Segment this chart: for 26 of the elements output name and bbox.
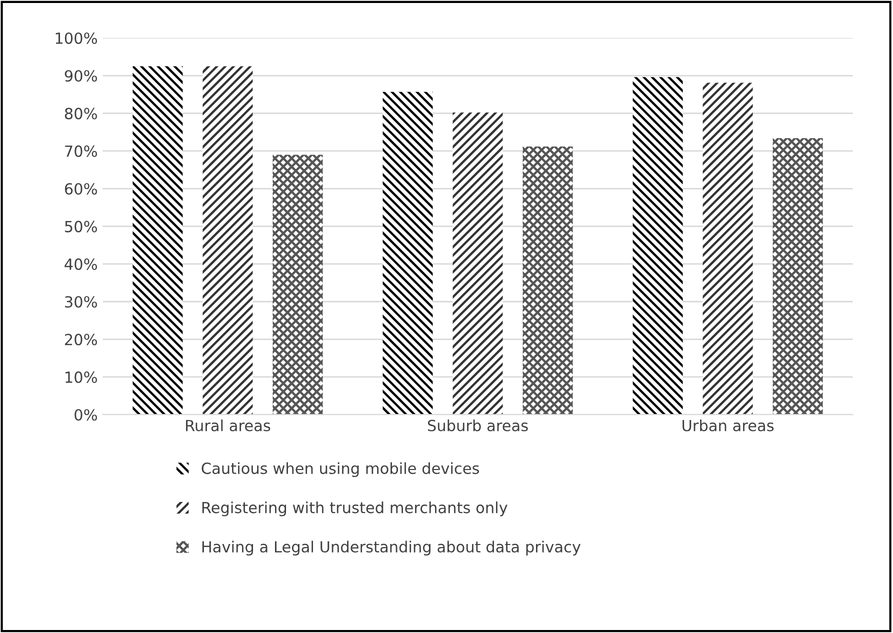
- y-tick-label: 40%: [64, 258, 97, 270]
- y-tick-label: 60%: [64, 183, 97, 195]
- y-tick-label: 10%: [66, 371, 97, 383]
- x-tick-label: Rural areas: [186, 419, 270, 432]
- bar: [382, 92, 433, 415]
- bar: [632, 77, 683, 415]
- legend-label: Cautious when using mobile devices: [202, 462, 480, 478]
- bar: [772, 138, 823, 415]
- bar: [702, 82, 753, 415]
- x-tick-label: Suburb areas: [428, 419, 528, 432]
- y-tick-label: 20%: [64, 334, 97, 346]
- y-tick-label: 70%: [65, 145, 97, 157]
- bar: [202, 66, 253, 415]
- legend-label: Registering with trusted merchants only: [202, 501, 508, 516]
- bar: [132, 66, 183, 415]
- legend-label: Having a Legal Understanding about data privacy: [202, 540, 581, 556]
- y-tick-label: 100%: [56, 32, 97, 44]
- x-tick-label: Urban areas: [682, 419, 774, 432]
- y-tick-label: 80%: [64, 108, 97, 120]
- y-tick-label: 30%: [65, 296, 97, 308]
- bar: [272, 154, 323, 415]
- bar: [452, 112, 503, 415]
- y-tick-label: 90%: [64, 70, 97, 82]
- y-tick-label: 50%: [65, 220, 97, 232]
- bar: [522, 146, 573, 415]
- y-tick-label: 0%: [74, 409, 97, 421]
